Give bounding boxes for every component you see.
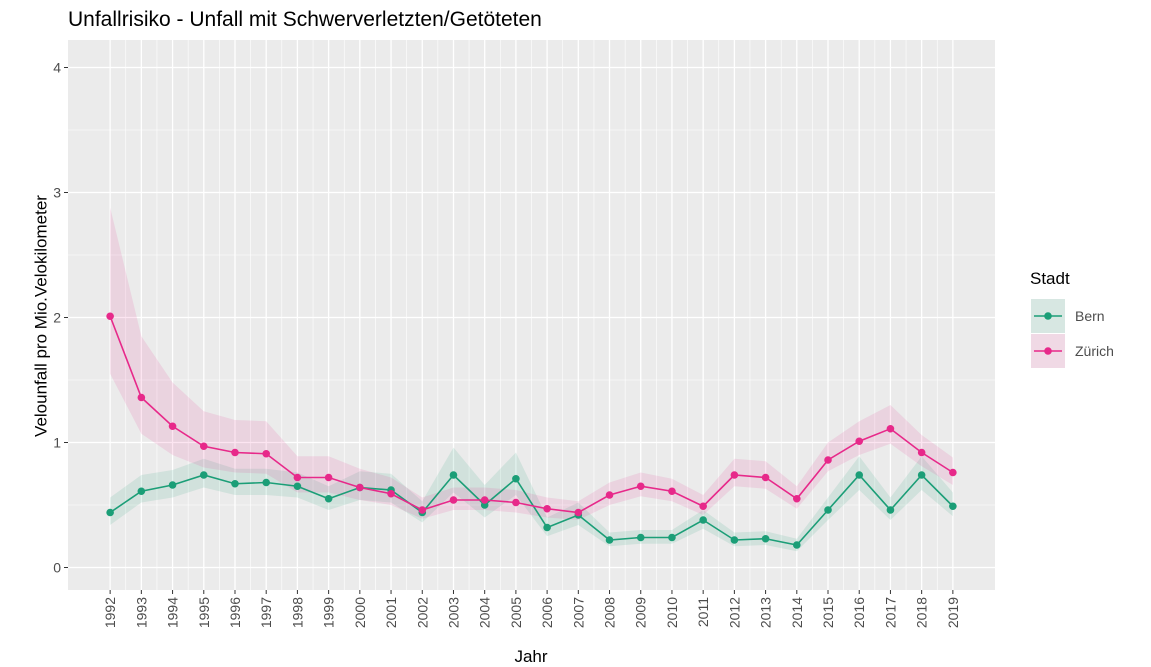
x-tick-label: 2006 bbox=[539, 597, 555, 628]
data-point bbox=[543, 504, 551, 513]
data-point bbox=[730, 471, 739, 479]
legend-key-point bbox=[1044, 347, 1052, 355]
data-point bbox=[137, 393, 146, 402]
data-point bbox=[199, 471, 208, 479]
y-tick-label: 0 bbox=[53, 560, 61, 576]
x-tick-label: 2007 bbox=[570, 597, 586, 628]
x-tick-label: 2010 bbox=[664, 597, 680, 628]
x-tick-label: 2018 bbox=[914, 597, 930, 628]
data-point bbox=[636, 482, 645, 491]
y-axis-label: Velounfall pro Mio.Velokilometer bbox=[31, 195, 50, 437]
data-point bbox=[949, 502, 957, 511]
data-point bbox=[231, 479, 239, 488]
x-tick-label: 2008 bbox=[602, 597, 618, 628]
data-point bbox=[480, 496, 489, 504]
data-point bbox=[917, 448, 926, 457]
data-point bbox=[449, 471, 458, 479]
data-point bbox=[699, 516, 707, 524]
x-tick-label: 2003 bbox=[445, 597, 461, 628]
y-tick-label: 2 bbox=[53, 310, 61, 326]
data-point bbox=[668, 487, 676, 496]
data-point bbox=[512, 474, 520, 483]
data-point bbox=[106, 508, 114, 517]
data-point bbox=[824, 456, 832, 464]
x-tick-label: 2013 bbox=[758, 597, 774, 628]
data-point bbox=[855, 437, 864, 446]
x-tick-label: 2015 bbox=[820, 597, 836, 628]
data-point bbox=[543, 523, 551, 532]
data-point bbox=[262, 449, 270, 458]
data-point bbox=[168, 422, 177, 431]
legend-label: Bern bbox=[1075, 308, 1105, 324]
x-tick-label: 2017 bbox=[882, 597, 898, 628]
x-tick-label: 2019 bbox=[945, 597, 961, 628]
data-point bbox=[106, 312, 114, 321]
x-tick-label: 1999 bbox=[321, 597, 337, 628]
data-point bbox=[387, 489, 395, 498]
x-tick-label: 2005 bbox=[508, 597, 524, 628]
legend-title: Stadt bbox=[1030, 269, 1070, 288]
data-point bbox=[262, 478, 270, 487]
x-tick-label: 1992 bbox=[102, 597, 118, 628]
x-tick-label: 1994 bbox=[165, 597, 181, 628]
data-point bbox=[793, 494, 801, 503]
data-point bbox=[356, 483, 364, 492]
data-point bbox=[137, 487, 146, 496]
data-point bbox=[886, 424, 895, 433]
data-point bbox=[449, 496, 458, 504]
x-tick-label: 2001 bbox=[383, 597, 399, 628]
data-point bbox=[231, 448, 239, 457]
x-tick-label: 2011 bbox=[695, 597, 711, 627]
x-tick-label: 2002 bbox=[414, 597, 430, 628]
data-point bbox=[793, 541, 801, 549]
y-tick-label: 3 bbox=[53, 185, 61, 201]
confidence-band bbox=[110, 447, 953, 552]
data-point bbox=[199, 442, 208, 451]
y-tick-label: 1 bbox=[53, 435, 61, 451]
x-tick-label: 1998 bbox=[289, 597, 305, 628]
x-tick-label: 1995 bbox=[196, 597, 212, 628]
series-line bbox=[109, 473, 954, 546]
data-point bbox=[512, 498, 520, 507]
data-point bbox=[668, 533, 676, 542]
x-tick-label: 2014 bbox=[789, 597, 805, 628]
data-point bbox=[761, 473, 770, 482]
data-point bbox=[418, 506, 427, 514]
x-tick-label: 1997 bbox=[258, 597, 274, 628]
data-point bbox=[636, 533, 645, 542]
x-tick-label: 1996 bbox=[227, 597, 243, 628]
data-point bbox=[168, 481, 177, 489]
data-point bbox=[824, 506, 832, 514]
data-point bbox=[886, 506, 895, 514]
data-point bbox=[949, 468, 957, 477]
data-point bbox=[855, 471, 864, 479]
legend-key-point bbox=[1044, 312, 1052, 320]
x-tick-label: 2012 bbox=[726, 597, 742, 628]
data-point bbox=[324, 494, 333, 503]
x-tick-label: 2016 bbox=[851, 597, 867, 628]
x-axis-label: Jahr bbox=[514, 647, 547, 666]
series-line bbox=[109, 315, 954, 514]
data-point bbox=[574, 508, 583, 517]
chart-title: Unfallrisiko - Unfall mit Schwerverletzt… bbox=[68, 8, 542, 31]
x-tick-label: 2009 bbox=[633, 597, 649, 628]
data-point bbox=[605, 491, 614, 499]
data-point bbox=[293, 482, 302, 491]
data-point bbox=[324, 473, 333, 482]
legend-label: Zürich bbox=[1075, 343, 1114, 359]
data-point bbox=[730, 536, 739, 544]
x-tick-label: 2004 bbox=[477, 597, 493, 628]
data-point bbox=[699, 502, 707, 511]
x-tick-label: 1993 bbox=[133, 597, 149, 628]
data-point bbox=[605, 536, 614, 544]
data-point bbox=[761, 534, 770, 543]
data-point bbox=[293, 473, 302, 482]
x-tick-label: 2000 bbox=[352, 597, 368, 628]
data-point bbox=[917, 471, 926, 479]
y-tick-label: 4 bbox=[53, 60, 61, 76]
